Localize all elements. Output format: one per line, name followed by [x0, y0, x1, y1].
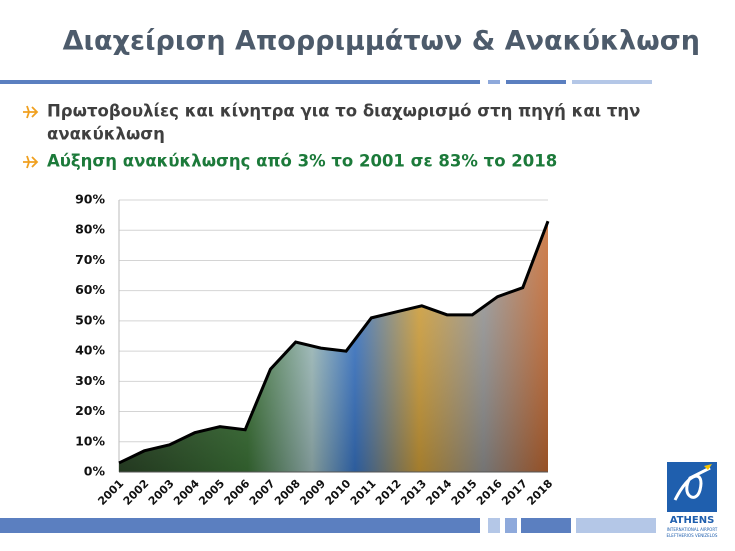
y-tick-label: 20% [75, 403, 105, 418]
y-tick-label: 10% [75, 433, 105, 448]
logo-text: INTERNATIONAL AIRPORT [667, 527, 718, 532]
x-tick-label: 2008 [272, 477, 303, 508]
y-tick-label: 50% [75, 312, 105, 327]
x-tick-label: 2018 [524, 477, 555, 508]
bullet-icon [23, 105, 39, 119]
y-tick-label: 30% [75, 373, 105, 388]
top-rule [0, 80, 652, 84]
line [118, 220, 550, 465]
x-tick-label: 2001 [95, 477, 126, 508]
x-tick-label: 2002 [121, 477, 152, 508]
x-tick-label: 2003 [146, 477, 177, 508]
y-tick-label: 80% [75, 222, 105, 237]
bullet-text: Πρωτοβουλίες και κίνητρα για το διαχωρισ… [47, 102, 640, 121]
x-tick-label: 2011 [348, 477, 379, 508]
logo-text: ATHENS [670, 515, 715, 526]
logo: ATHENS INTERNATIONAL AIRPORT ELEFTHERIOS… [667, 462, 718, 538]
x-tick-label: 2014 [423, 477, 454, 508]
bullet-text: Αύξηση ανακύκλωσης από 3% το 2001 σε 83%… [47, 152, 557, 171]
x-tick-label: 2010 [323, 477, 354, 508]
x-tick-label: 2017 [499, 477, 530, 508]
x-tick-label: 2013 [398, 477, 429, 508]
y-tick-label: 60% [75, 282, 105, 297]
y-tick-label: 0% [84, 464, 106, 479]
x-tick-label: 2012 [373, 477, 404, 508]
slide-title: Διαχείριση Απορριμμάτων & Ανακύκλωση [63, 26, 700, 57]
x-tick-label: 2005 [196, 477, 227, 508]
area-shade [119, 221, 548, 472]
bullet-text: ανακύκλωση [47, 125, 165, 144]
y-tick-label: 90% [75, 192, 105, 207]
logo-text: ELEFTHERIOS VENIZELOS [667, 533, 718, 538]
chart: 0%10%20%30%40%50%60%70%80%90%20012002200… [75, 192, 555, 508]
bottom-rule [0, 518, 656, 533]
x-tick-label: 2004 [171, 477, 202, 508]
x-tick-label: 2016 [474, 477, 505, 508]
x-tick-label: 2009 [297, 477, 328, 508]
x-tick-label: 2006 [222, 477, 253, 508]
y-tick-label: 70% [75, 252, 105, 267]
bullet-icon [23, 155, 39, 169]
x-tick-label: 2007 [247, 477, 278, 508]
x-tick-label: 2015 [449, 477, 480, 508]
y-tick-label: 40% [75, 343, 105, 358]
